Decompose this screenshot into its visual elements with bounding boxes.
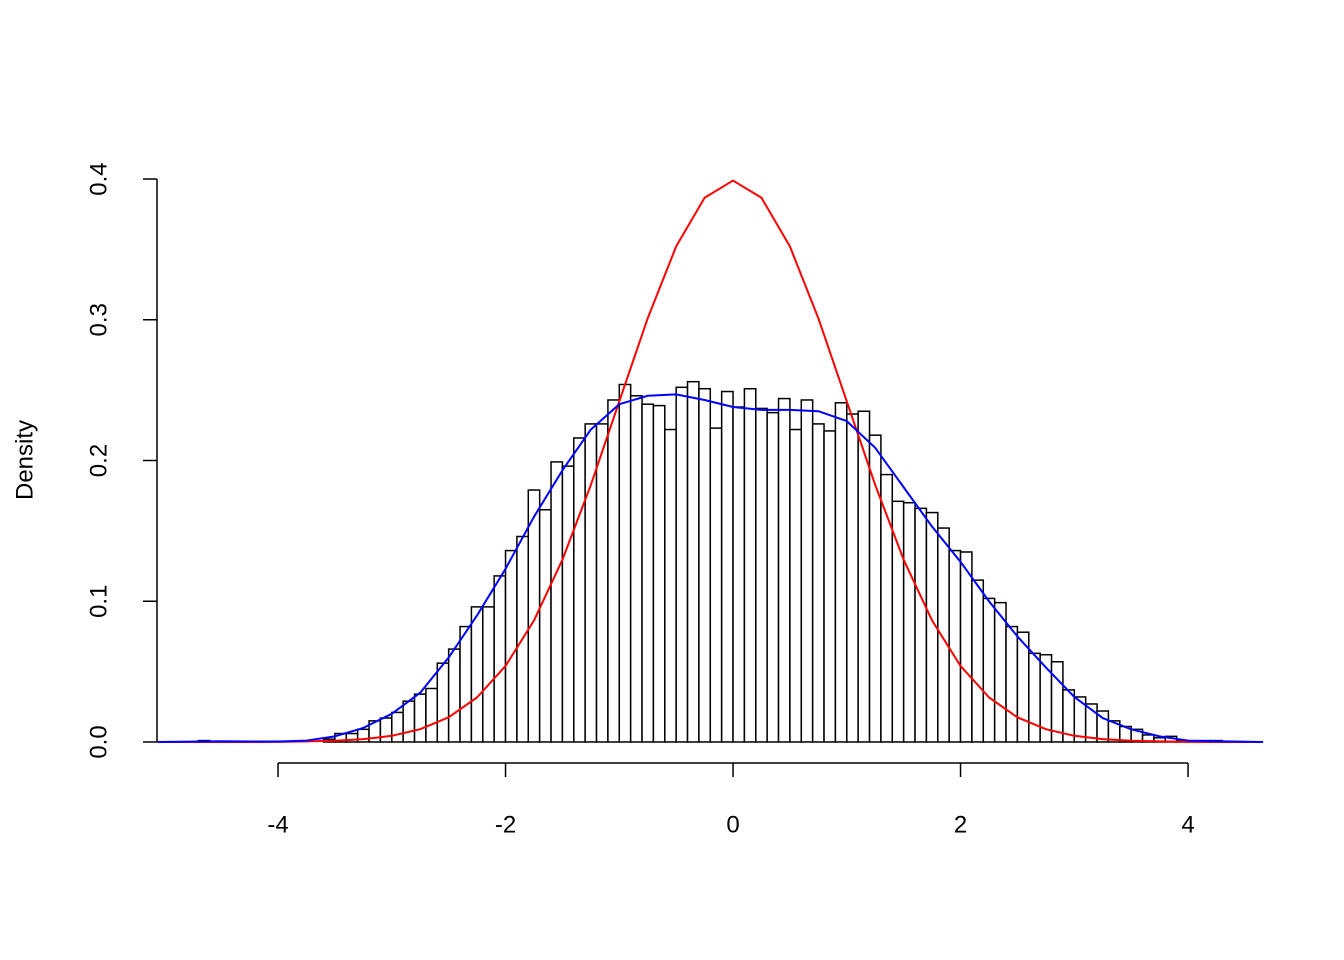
- x-tick-label: -4: [267, 811, 288, 838]
- bar: [902, 501, 916, 743]
- bar: [561, 465, 575, 743]
- bar: [493, 575, 507, 743]
- bar: [811, 423, 825, 743]
- bar: [800, 399, 814, 743]
- y-tick-label: 0.2: [85, 444, 112, 477]
- bar: [755, 407, 768, 743]
- bar: [959, 551, 973, 743]
- bar: [834, 402, 848, 743]
- bar: [618, 383, 632, 743]
- bar: [891, 500, 905, 743]
- y-axis-label: Density: [11, 420, 38, 500]
- bar: [971, 579, 985, 743]
- y-tick-label: 0.4: [85, 162, 112, 195]
- bar: [550, 461, 564, 743]
- bar: [652, 404, 666, 743]
- bar: [629, 395, 643, 743]
- bar: [470, 606, 484, 743]
- bar: [846, 413, 859, 743]
- bar: [675, 386, 689, 743]
- bar: [948, 549, 962, 743]
- bar: [425, 687, 439, 743]
- bar: [1005, 625, 1019, 743]
- bar: [732, 406, 746, 743]
- bar: [664, 428, 677, 743]
- bar: [914, 507, 928, 743]
- bar: [573, 437, 586, 743]
- bar: [595, 423, 609, 743]
- bar: [402, 700, 416, 743]
- y-tick-label: 0.1: [85, 585, 112, 618]
- bar: [1016, 631, 1030, 743]
- x-tick-label: 2: [954, 811, 967, 838]
- bar: [447, 648, 461, 743]
- bar: [527, 489, 541, 743]
- bar: [993, 601, 1007, 743]
- x-tick-label: 4: [1181, 811, 1194, 838]
- bar: [789, 428, 803, 743]
- bar: [413, 693, 427, 743]
- density-curve: [157, 393, 1264, 743]
- bar: [459, 625, 473, 743]
- bar: [823, 430, 837, 743]
- density-curve: [157, 179, 1264, 743]
- bar: [709, 427, 723, 743]
- bar: [868, 434, 882, 743]
- bar: [766, 411, 780, 743]
- bar: [482, 606, 495, 743]
- bar: [538, 509, 552, 743]
- bar: [743, 387, 757, 743]
- bar: [686, 380, 700, 743]
- y-tick-label: 0.3: [85, 303, 112, 336]
- bar: [982, 597, 996, 743]
- bar: [698, 387, 712, 743]
- bar: [1028, 652, 1041, 743]
- x-tick-label: -2: [495, 811, 516, 838]
- bar: [504, 549, 518, 743]
- bar: [720, 390, 734, 743]
- y-tick-label: 0.0: [85, 725, 112, 758]
- bar: [937, 527, 950, 743]
- bar: [391, 711, 404, 743]
- bar: [641, 403, 655, 743]
- bar: [436, 662, 450, 743]
- bar: [607, 399, 621, 743]
- x-tick-label: 0: [726, 811, 739, 838]
- bar: [379, 717, 393, 743]
- bar: [777, 397, 791, 743]
